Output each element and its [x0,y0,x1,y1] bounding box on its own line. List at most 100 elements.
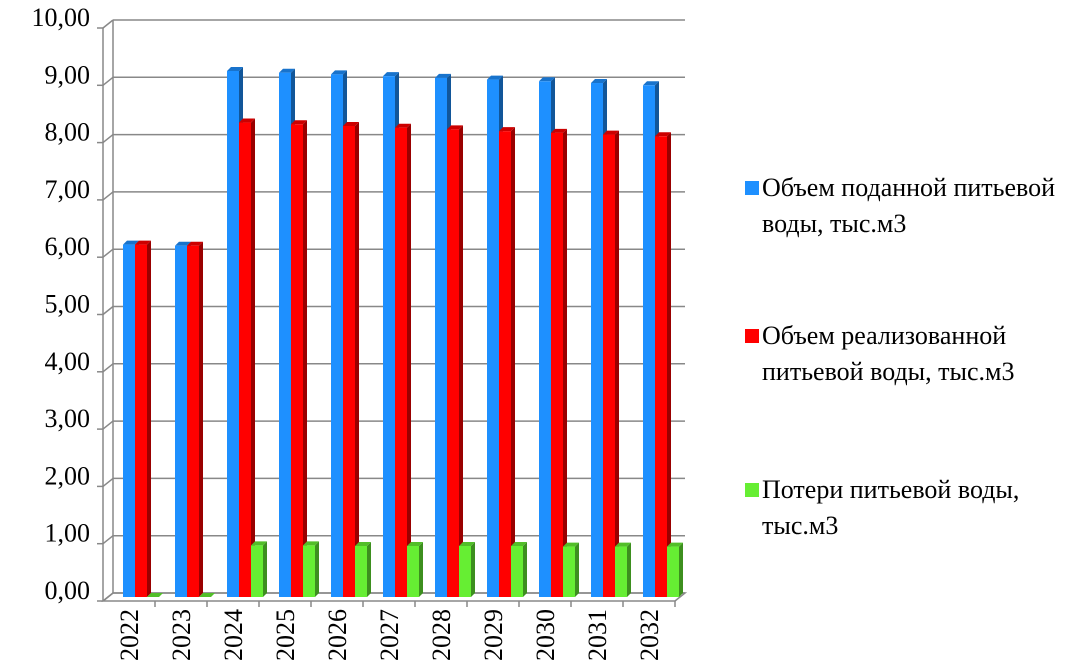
bar-top [187,241,203,246]
bar-side [147,240,151,598]
x-tick-label: 2030 [531,609,560,661]
legend-swatch [745,483,759,497]
y-tick-label: 0,00 [45,576,91,605]
legend-label: Потери питьевой воды, тыс.м3 [762,475,1020,540]
x-tick-label: 2028 [427,609,456,661]
legend-label: Объем поданной питьевой воды, тыс.м3 [762,173,1056,238]
y-tick-label: 5,00 [45,289,91,318]
bar-side [303,120,307,598]
bar-top [551,128,567,133]
bar-top [563,542,579,547]
x-tick-label: 2024 [219,609,248,661]
bar [355,546,367,597]
bar [343,125,355,597]
bar [291,124,303,598]
bar [331,74,343,597]
bar [251,545,263,597]
bar [395,127,407,597]
bar-side [459,125,463,597]
bar-top [355,542,371,547]
bar-side [511,127,515,597]
bar-top [227,66,243,71]
bar [667,546,679,597]
grid-line [102,19,114,29]
bar-top [199,593,215,597]
floor [100,592,688,602]
bar-side [627,542,631,597]
bar-top [539,77,555,82]
bar [499,131,511,597]
grid-line [102,420,114,430]
bar [459,546,471,597]
bar-top [591,79,607,84]
y-tick-label: 10,00 [32,3,91,32]
x-tick-label: 2029 [479,609,508,661]
legend-item: Объем реализованной питьевой воды, тыс.м… [745,318,1085,390]
bar-side [355,121,359,597]
bar [563,546,575,597]
bar-top [251,541,267,546]
y-tick-label: 7,00 [45,175,91,204]
y-tick-label: 6,00 [45,232,91,261]
bar-side [315,541,319,597]
bar-top [239,118,255,123]
bar-top [407,542,423,547]
bar-side [263,541,267,597]
bar-top [643,81,659,86]
bar [591,83,603,598]
x-tick-label: 2022 [115,609,144,661]
bar-side [563,128,567,597]
bar-top [435,73,451,78]
bar-top [175,241,191,246]
y-tick-label: 8,00 [45,118,91,147]
grid-line [102,134,114,144]
y-tick-label: 2,00 [45,461,91,490]
bar-top [459,542,475,547]
bar-top [383,72,399,77]
bar [407,546,419,597]
bar-top [291,120,307,125]
bar-top [147,593,163,597]
bar [447,129,459,597]
grid-line [102,477,114,487]
bar-side [407,123,411,597]
grid-line [102,535,114,545]
legend-swatch [745,181,759,195]
bar-top [615,542,631,547]
y-tick-label: 3,00 [45,404,91,433]
grid-line [102,76,114,86]
bar-top [511,542,527,547]
bar-side [615,130,619,598]
bar-side [471,542,475,597]
legend-swatch [745,329,759,343]
bar-top [603,130,619,135]
bar [435,77,447,597]
bar-top [499,127,515,132]
bar-side [523,542,527,597]
bar [487,79,499,598]
bar-side [679,542,683,597]
bar [135,244,147,598]
bar [383,76,395,597]
bar [643,85,655,597]
y-tick-label: 9,00 [45,60,91,89]
bar [615,546,627,597]
bar-top [343,121,359,126]
grid-line [102,363,114,373]
legend-label: Объем реализованной питьевой воды, тыс.м… [762,321,1015,386]
bar-side [667,132,671,598]
bar [603,134,615,598]
bar-top [667,542,683,547]
x-tick-label: 2031 [583,609,612,661]
grid-line [102,305,114,316]
x-tick-label: 2025 [271,609,300,661]
x-tick-label: 2023 [167,609,196,661]
bar-top [395,123,411,128]
bar [303,545,315,597]
x-tick-label: 2027 [375,609,404,661]
x-tick-label: 2032 [635,609,664,661]
bar-top [331,70,347,75]
y-tick-label: 4,00 [45,347,91,376]
